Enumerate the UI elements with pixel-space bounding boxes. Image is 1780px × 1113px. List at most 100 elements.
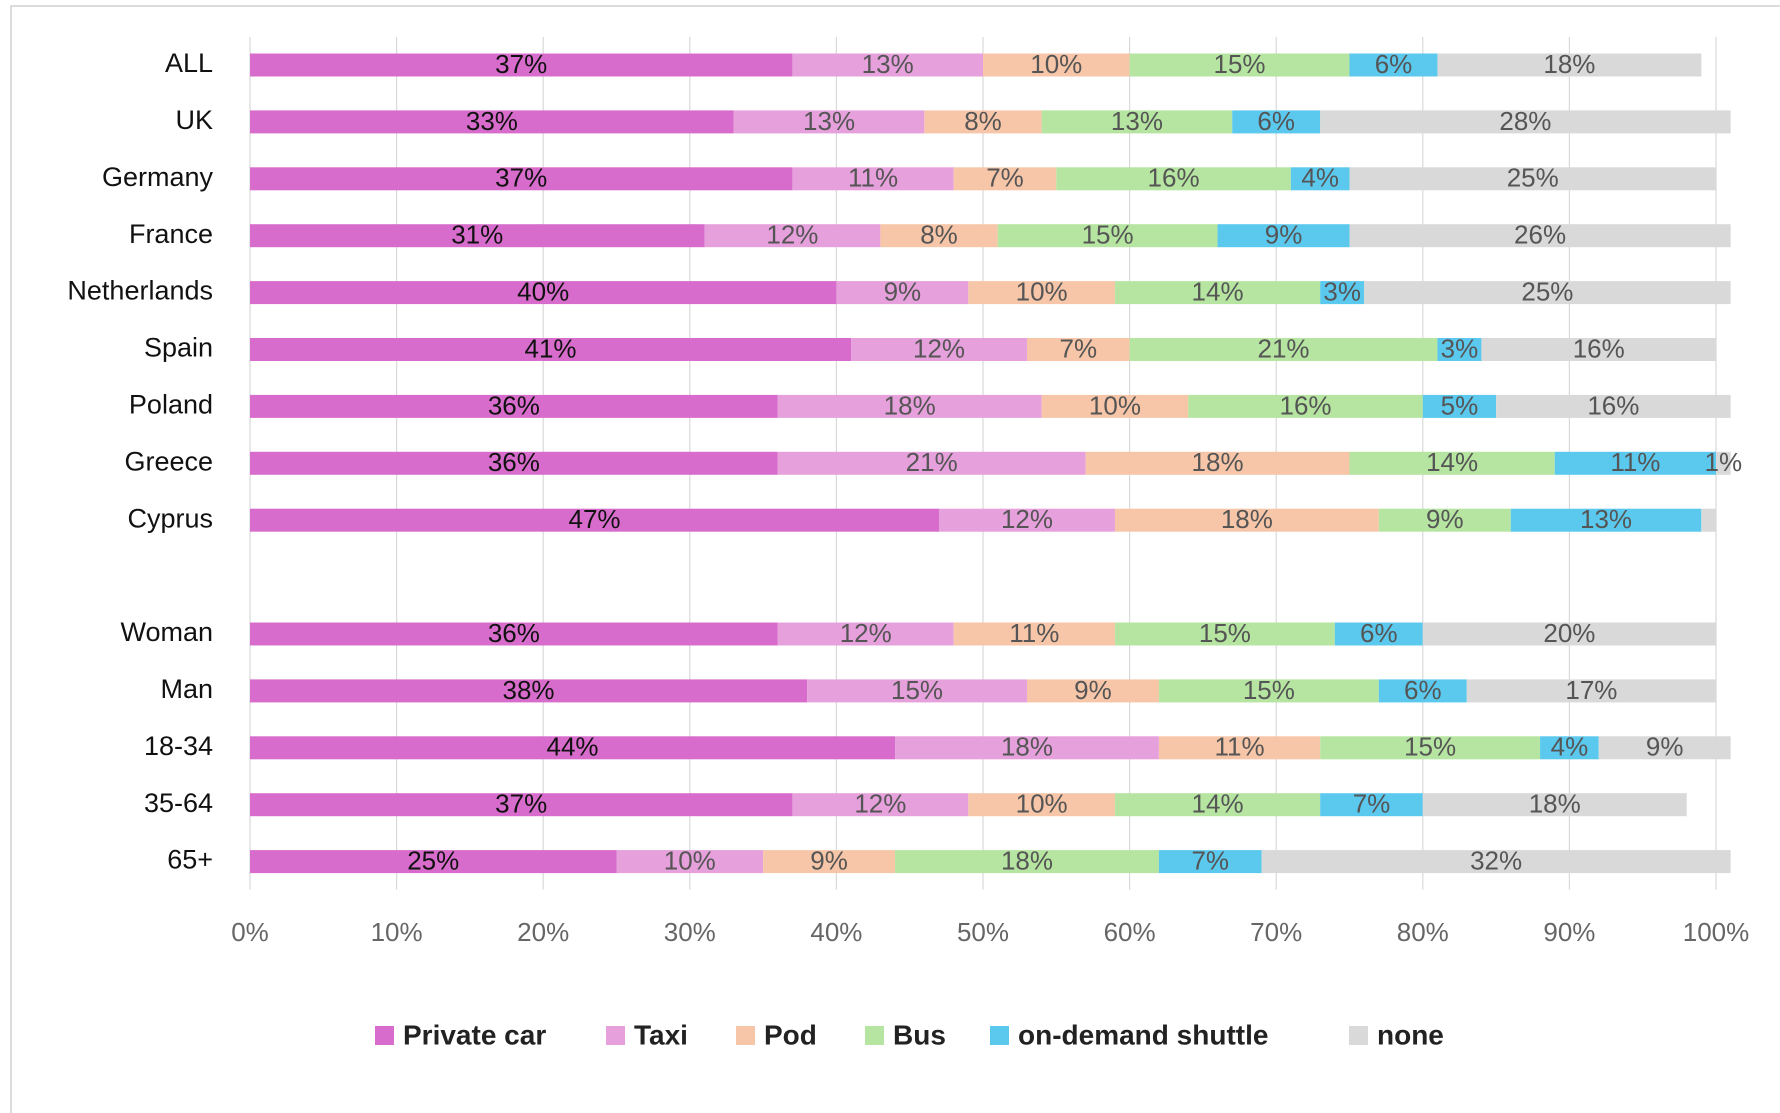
- y-tick-label: Cyprus: [127, 503, 213, 533]
- bar-segment: [1716, 451, 1731, 475]
- bar-segment: [1437, 53, 1702, 77]
- bar-segment: [1349, 167, 1716, 191]
- value-label: 11%: [1214, 732, 1264, 762]
- bar-segment: [807, 679, 1027, 703]
- value-label: 7%: [986, 163, 1024, 193]
- x-tick-label: 70%: [1250, 917, 1302, 947]
- bar-segment: [777, 622, 954, 646]
- bar-segment: [1129, 53, 1350, 77]
- legend-label: Bus: [893, 1019, 946, 1050]
- bar-segment: [1422, 394, 1497, 418]
- x-tick-label: 90%: [1543, 917, 1595, 947]
- value-label: 9%: [884, 276, 922, 306]
- bar-segment: [1320, 110, 1731, 134]
- value-label: 47%: [568, 504, 620, 534]
- y-tick-label: Poland: [129, 390, 213, 420]
- value-label: 10%: [664, 845, 716, 875]
- value-label: 18%: [1529, 789, 1581, 819]
- legend-label: Pod: [764, 1019, 817, 1050]
- value-label: 16%: [1148, 163, 1200, 193]
- value-label: 15%: [1082, 220, 1134, 250]
- value-label: 7%: [1191, 845, 1229, 875]
- bar-segment: [997, 224, 1218, 248]
- value-label: 25%: [1521, 276, 1573, 306]
- bar-segment: [1114, 793, 1321, 817]
- value-label: 18%: [1192, 447, 1244, 477]
- bar-segment: [953, 167, 1057, 191]
- bar-segment: [1349, 53, 1438, 77]
- legend-swatch: [606, 1026, 625, 1045]
- bar-segment: [250, 281, 837, 305]
- bar-segment: [1496, 394, 1731, 418]
- legend-label: none: [1377, 1019, 1444, 1050]
- value-label: 6%: [1257, 106, 1295, 136]
- bar-segment: [1349, 224, 1731, 248]
- bar-segment: [1320, 793, 1423, 817]
- value-label: 16%: [1573, 333, 1625, 363]
- x-tick-label: 60%: [1104, 917, 1156, 947]
- bar-segment: [1158, 736, 1321, 760]
- value-label: 31%: [451, 220, 503, 250]
- y-tick-label: Woman: [120, 617, 213, 647]
- bar-segment: [250, 679, 808, 703]
- value-label: 25%: [407, 845, 459, 875]
- value-label: 16%: [1279, 390, 1331, 420]
- y-tick-label: 18-34: [144, 731, 213, 761]
- bar-segment: [616, 850, 764, 874]
- value-label: 6%: [1360, 618, 1398, 648]
- y-tick-label: Germany: [102, 162, 214, 192]
- bar-segment: [1158, 850, 1262, 874]
- bar-segment: [1378, 679, 1467, 703]
- bar-segment: [895, 736, 1159, 760]
- legend-label: Taxi: [634, 1019, 688, 1050]
- bar-segment: [777, 451, 1086, 475]
- value-label: 14%: [1192, 789, 1244, 819]
- value-label: 18%: [884, 390, 936, 420]
- value-label: 6%: [1404, 675, 1442, 705]
- bar-segment: [250, 167, 793, 191]
- bar-segment: [968, 281, 1115, 305]
- value-label: 41%: [525, 333, 577, 363]
- bar-segment: [1232, 110, 1321, 134]
- value-label: 1%: [1705, 447, 1743, 477]
- value-label: 4%: [1301, 163, 1339, 193]
- bar-segment: [1041, 110, 1233, 134]
- value-label: 37%: [495, 49, 547, 79]
- bar-segment: [1026, 338, 1130, 361]
- value-label: 18%: [1221, 504, 1273, 534]
- y-tick-label: Netherlands: [67, 276, 213, 306]
- value-label: 3%: [1323, 276, 1361, 306]
- value-label: 12%: [854, 789, 906, 819]
- bar-segment: [1188, 394, 1423, 418]
- bar-segment: [836, 281, 969, 305]
- value-label: 9%: [1265, 220, 1303, 250]
- bar-segment: [851, 338, 1027, 361]
- value-label: 21%: [1258, 333, 1310, 363]
- legend-swatch: [865, 1026, 884, 1045]
- value-label: 20%: [1543, 618, 1595, 648]
- legend-label: on-demand shuttle: [1018, 1019, 1268, 1050]
- bar-segment: [1217, 224, 1350, 248]
- value-label: 15%: [1243, 675, 1295, 705]
- value-label: 8%: [920, 220, 958, 250]
- bar-segment: [1041, 394, 1189, 418]
- bar-segment: [1378, 508, 1511, 532]
- bar-segment: [792, 53, 983, 77]
- value-label: 33%: [466, 106, 518, 136]
- bar-segment: [1364, 281, 1731, 305]
- value-label: 10%: [1089, 390, 1141, 420]
- value-label: 13%: [1580, 504, 1632, 534]
- value-label: 18%: [1543, 49, 1595, 79]
- legend-label: Private car: [403, 1019, 546, 1050]
- legend-swatch: [375, 1026, 394, 1045]
- value-label: 28%: [1499, 106, 1551, 136]
- x-tick-label: 20%: [517, 917, 569, 947]
- value-label: 7%: [1060, 333, 1098, 363]
- bar-segment: [250, 622, 778, 646]
- x-tick-label: 40%: [810, 917, 862, 947]
- value-label: 12%: [913, 333, 965, 363]
- value-label: 26%: [1514, 220, 1566, 250]
- bar-segment: [250, 224, 705, 248]
- value-label: 12%: [766, 220, 818, 250]
- bar-segment: [1320, 281, 1365, 305]
